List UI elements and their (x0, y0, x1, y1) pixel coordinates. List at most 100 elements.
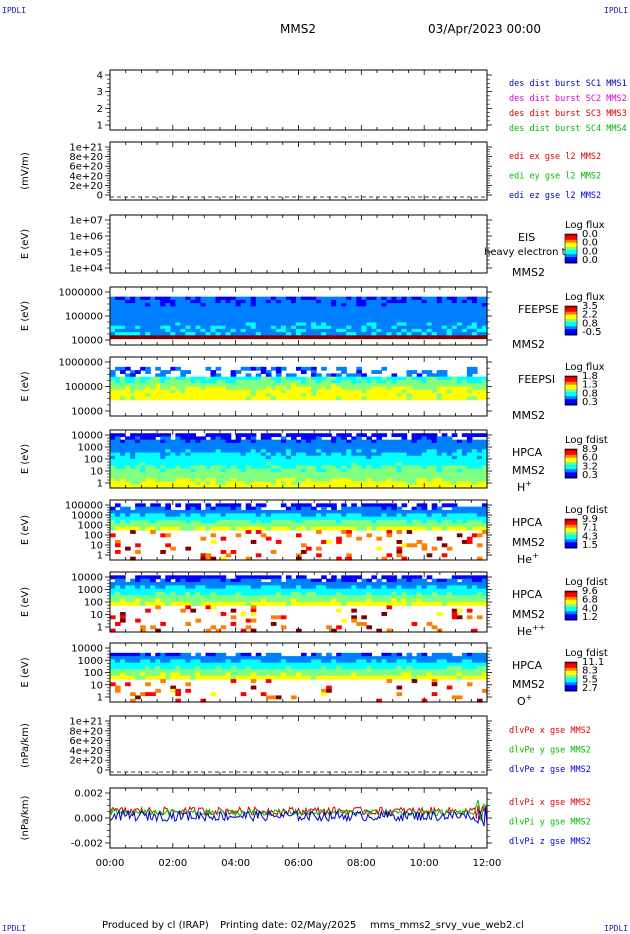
colorbar-step (565, 533, 577, 536)
spectrogram-cell (366, 455, 372, 460)
spectrogram-cell (225, 328, 232, 333)
spectrogram-cell (230, 319, 237, 324)
spectrogram-cell (461, 468, 468, 473)
spectrogram-cell (421, 452, 428, 457)
spectrogram-cell (280, 585, 287, 590)
spectrogram-cell (135, 543, 141, 548)
spectrogram-cell (396, 459, 403, 463)
spectrogram-cell (140, 602, 146, 606)
spectrogram-cell (175, 465, 181, 470)
spectrogram-cell (225, 442, 232, 447)
spectrogram-cell (346, 328, 352, 333)
spectrogram-cell (346, 309, 352, 314)
spectrogram-cell (331, 523, 337, 528)
spectrogram-cell (351, 393, 357, 397)
spectrogram-cell (406, 602, 413, 606)
spectrogram-cell (431, 383, 438, 388)
spectrogram-cell (306, 585, 312, 590)
spectrogram-cell (301, 585, 307, 590)
spectrogram-cell (346, 598, 352, 603)
spectrogram-cell (416, 459, 423, 463)
spectrogram-cell (321, 468, 327, 473)
spectrogram-cell (245, 471, 252, 476)
spectrogram-cell (376, 376, 383, 381)
spectrogram-cell (115, 306, 121, 311)
spectrogram-cell (125, 376, 131, 381)
spectrogram-cell (441, 595, 448, 600)
spectrogram-cell (471, 325, 478, 330)
spectrogram-cell (185, 306, 192, 311)
spectrogram-cell (421, 296, 428, 301)
spectrogram-cell (351, 325, 357, 330)
spectrogram-cell (175, 523, 181, 528)
spectrogram-cell (411, 452, 418, 457)
spectrogram-cell (255, 465, 262, 470)
spectrogram-cell (210, 605, 217, 610)
spectrogram-cell (250, 628, 257, 633)
spectrogram-cell (431, 465, 438, 470)
spectrogram-cell (311, 595, 317, 600)
spectrogram-cell (431, 484, 438, 489)
spectrogram-cell (406, 386, 413, 391)
spectrogram-cell (255, 592, 262, 596)
spectrogram-cell (356, 433, 362, 438)
spectrogram-cell (371, 335, 378, 340)
spectrogram-cell (120, 299, 126, 304)
spectrogram-cell (265, 475, 272, 479)
spectrogram-cell (290, 303, 297, 307)
spectrogram-cell (190, 588, 197, 593)
spectrogram-cell (376, 433, 383, 438)
spectrogram-cell (326, 383, 332, 388)
spectrogram-cell (336, 319, 342, 324)
spectrogram-cell (110, 595, 116, 600)
spectrogram-cell (471, 322, 478, 327)
spectrogram-cell (145, 328, 151, 333)
spectrogram-cell (250, 478, 257, 483)
spectrogram-cell (200, 475, 207, 479)
spectrogram-cell (270, 306, 277, 311)
spectrogram-cell (411, 471, 418, 476)
spectrogram-cell (376, 316, 383, 320)
spectrogram-cell (316, 316, 322, 320)
spectrogram-cell (165, 383, 171, 388)
spectrogram-cell (235, 316, 242, 320)
spectrogram-cell (130, 595, 136, 600)
spectrogram-cell (265, 312, 272, 317)
spectrogram-cell (140, 575, 146, 580)
spectrogram-cell (235, 506, 242, 511)
spectrogram-cell (265, 299, 272, 304)
spectrogram-cell (130, 316, 136, 320)
spectrogram-cell (230, 328, 237, 333)
spectrogram-cell (200, 379, 207, 384)
spectrogram-cell (215, 316, 222, 320)
spectrogram-cell (165, 306, 171, 311)
spectrogram-cell (250, 465, 257, 470)
spectrogram-cell (311, 396, 317, 401)
spectrogram-cell (215, 588, 222, 593)
spectrogram-cell (376, 452, 383, 457)
spectrogram-cell (125, 595, 131, 600)
spectrogram-cell (391, 471, 398, 476)
spectrogram-cell (421, 376, 428, 381)
spectrogram-cell (135, 582, 141, 586)
spectrogram-cell (436, 523, 443, 528)
spectrogram-cell (411, 484, 418, 489)
spectrogram-cell (210, 540, 217, 544)
spectrogram-cell (381, 303, 388, 307)
spectrogram-cell (160, 592, 166, 596)
spectrogram-cell (150, 503, 156, 508)
spectrogram-cell (366, 393, 372, 397)
spectrogram-cell (185, 442, 192, 447)
spectrogram-cell (416, 306, 423, 311)
spectrogram-cell (110, 386, 116, 391)
spectrogram-cell (125, 335, 131, 340)
spectrogram-cell (396, 376, 403, 381)
spectrogram-cell (421, 299, 428, 304)
colorbar-step (565, 530, 577, 533)
spectrogram-cell (416, 325, 423, 330)
spectrogram-cell (195, 393, 202, 397)
spectrogram-cell (366, 383, 372, 388)
spectrogram-cell (376, 510, 383, 514)
spectrogram-cell (265, 481, 272, 486)
